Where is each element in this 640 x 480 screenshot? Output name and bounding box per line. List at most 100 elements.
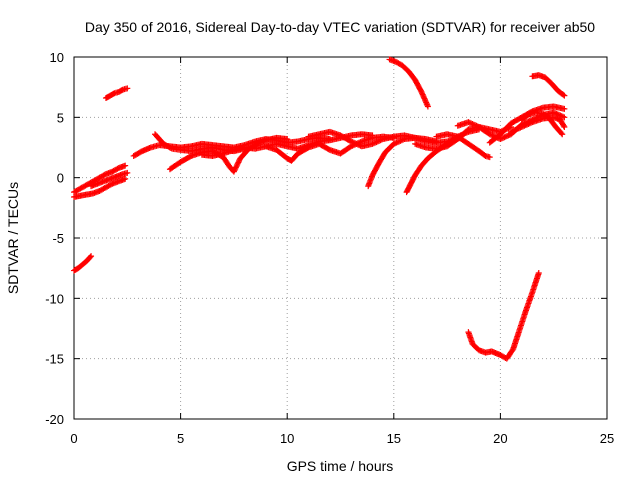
data-point <box>398 137 405 144</box>
data-point <box>528 119 535 126</box>
series-arc-mid-dip-1 <box>365 134 440 190</box>
data-point <box>396 138 403 145</box>
data-point <box>517 124 524 131</box>
data-point <box>394 139 401 146</box>
data-point <box>561 114 568 121</box>
y-axis-label: SDTVAR / TECUs <box>5 182 21 294</box>
data-point <box>124 169 131 176</box>
series-arc-main-3 <box>166 134 291 175</box>
data-point <box>522 122 529 129</box>
data-point <box>349 139 356 146</box>
data-point <box>348 138 355 145</box>
y-tick-label: 5 <box>57 110 64 125</box>
data-point <box>498 135 505 142</box>
data-point <box>397 137 404 144</box>
data-points <box>71 56 568 362</box>
data-point <box>520 123 527 130</box>
x-tick-label: 15 <box>387 431 401 446</box>
data-point <box>502 133 509 140</box>
data-point <box>390 140 397 147</box>
y-tick-label: 10 <box>50 50 64 65</box>
data-point <box>561 92 568 99</box>
x-tick-label: 20 <box>493 431 507 446</box>
data-point <box>378 136 385 143</box>
data-point <box>526 120 533 127</box>
data-point <box>524 121 531 128</box>
data-point <box>393 139 400 146</box>
data-point <box>521 122 528 129</box>
data-point <box>504 133 511 140</box>
y-tick-label: -5 <box>52 231 64 246</box>
data-point <box>234 161 241 168</box>
y-tick-label: -10 <box>45 291 64 306</box>
data-point <box>505 132 512 139</box>
data-point <box>167 145 174 152</box>
data-point <box>352 140 359 147</box>
data-point <box>512 127 519 134</box>
data-point <box>88 253 95 260</box>
x-tick-label: 25 <box>600 431 614 446</box>
axis-ticks: 0 5 10 15 20 25 -20 -15 -10 -5 0 5 10 <box>45 50 614 446</box>
data-point <box>124 85 131 92</box>
series-arc-high-descent <box>386 56 431 110</box>
data-point <box>465 119 472 126</box>
data-point <box>356 142 363 149</box>
x-tick-label: 0 <box>70 431 77 446</box>
data-point <box>372 139 379 146</box>
chart-title: Day 350 of 2016, Sidereal Day-to-day VTE… <box>85 19 595 35</box>
data-point <box>122 175 129 182</box>
data-point <box>525 120 532 127</box>
data-point <box>392 140 399 147</box>
data-point <box>232 165 239 172</box>
data-point <box>377 137 384 144</box>
series-arc-early-high <box>102 85 131 102</box>
series-arc-early-low <box>71 253 95 274</box>
data-point <box>354 141 361 148</box>
data-point <box>284 136 291 143</box>
data-point <box>488 131 495 138</box>
data-point <box>369 140 376 147</box>
data-point <box>518 123 525 130</box>
data-point <box>373 139 380 146</box>
data-point <box>508 128 515 135</box>
data-point <box>466 119 473 126</box>
x-tick-label: 10 <box>280 431 294 446</box>
y-tick-label: -15 <box>45 352 64 367</box>
data-point <box>470 121 477 128</box>
series-arc-start-a <box>71 175 129 200</box>
data-point <box>232 164 239 171</box>
data-point <box>236 158 243 165</box>
series-arc-late-2 <box>433 131 493 161</box>
series-arc-start-c <box>88 169 131 190</box>
data-point <box>535 269 542 276</box>
x-tick-label: 5 <box>177 431 184 446</box>
data-point <box>558 130 565 137</box>
data-point <box>468 120 475 127</box>
data-point <box>122 162 129 169</box>
series-arc-deep-low <box>465 269 542 362</box>
data-point <box>87 254 94 261</box>
data-point <box>472 122 479 129</box>
data-point <box>234 160 241 167</box>
data-point <box>230 168 237 175</box>
data-point <box>500 134 507 141</box>
data-point <box>561 123 568 130</box>
data-point <box>501 134 508 141</box>
data-point <box>231 167 238 174</box>
series-arc-start-b <box>71 162 129 196</box>
series-arc-late-4 <box>486 103 568 146</box>
data-point <box>374 138 381 145</box>
data-point <box>560 122 567 129</box>
data-point <box>510 127 517 134</box>
data-point <box>353 140 360 147</box>
data-point <box>559 131 566 138</box>
x-axis-label: GPS time / hours <box>287 458 394 474</box>
data-point <box>400 136 407 143</box>
data-point <box>513 126 520 133</box>
y-tick-label: -20 <box>45 412 64 427</box>
data-point <box>350 139 357 146</box>
data-point <box>561 105 568 112</box>
data-point <box>235 159 242 166</box>
data-point <box>233 163 240 170</box>
